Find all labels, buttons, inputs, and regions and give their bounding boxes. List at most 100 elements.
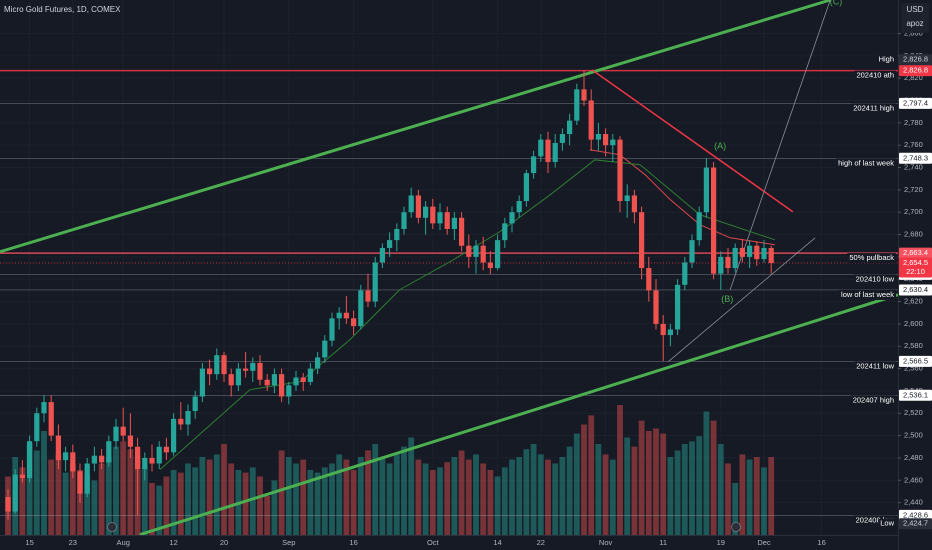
candle-body: [365, 290, 371, 302]
level-label: Low: [880, 519, 894, 528]
y-tick-label: 2,500: [904, 431, 923, 440]
volume-bar: [357, 457, 364, 535]
candle-body: [307, 368, 313, 382]
candle-body: [459, 217, 465, 246]
candle-body: [682, 262, 688, 285]
volume-bar: [595, 444, 602, 535]
volume-bar: [343, 459, 350, 535]
volume-bar: [753, 457, 760, 535]
volume-bar: [62, 472, 69, 535]
volume-bar: [523, 449, 530, 535]
price-box-label: 2,536.1: [903, 390, 928, 399]
volume-bar: [278, 450, 285, 535]
candle-body: [34, 413, 40, 442]
level-label: 202410 low: [856, 274, 895, 283]
level-label-bg: [853, 274, 896, 285]
volume-bar: [120, 441, 127, 535]
candle-body: [523, 173, 529, 202]
volume-bar: [631, 446, 638, 535]
volume-bar: [170, 470, 177, 535]
candle-body: [315, 357, 321, 369]
y-tick-label: 2,600: [904, 319, 923, 328]
volume-bar: [689, 441, 695, 535]
currency-box[interactable]: [901, 3, 929, 33]
volume-bar: [41, 431, 47, 535]
volume-bar: [307, 470, 314, 535]
x-tick-label: 22: [537, 538, 545, 547]
candle-body: [149, 457, 155, 464]
x-tick-label: Dec: [757, 538, 771, 547]
volume-bar: [163, 476, 170, 535]
volume-bar: [465, 459, 472, 535]
x-tick-label: 23: [69, 538, 77, 547]
volume-bar: [365, 450, 371, 535]
price-box-label: 2,748.3: [903, 153, 928, 162]
candle-body: [394, 228, 400, 241]
volume-bar: [127, 449, 134, 535]
volume-bar: [285, 457, 292, 535]
volume-bar: [653, 428, 659, 535]
candle-body: [221, 355, 227, 375]
x-tick-label: 12: [169, 538, 177, 547]
volume-bar: [422, 463, 429, 535]
chart-title: Micro Gold Futures, 1D, COMEX: [4, 5, 121, 14]
candle-body: [703, 167, 709, 213]
volume-bar: [559, 457, 566, 535]
candle-body: [430, 206, 436, 224]
candle-body: [574, 89, 580, 121]
currency[interactable]: USD: [907, 5, 924, 14]
trend-line: [139, 293, 898, 535]
candle-body: [473, 245, 479, 257]
x-tick-label: 14: [493, 538, 501, 547]
y-tick-label: 2,700: [904, 207, 923, 216]
candle-body: [358, 290, 364, 327]
candle-body: [171, 418, 177, 453]
candle-body: [451, 217, 457, 229]
volume-bar: [199, 457, 206, 535]
x-tick-label: Sep: [282, 538, 295, 547]
candle-body: [631, 195, 637, 213]
price-box-label: 2,797.4: [903, 98, 928, 107]
volume-bar: [638, 420, 645, 535]
candle-body: [401, 212, 407, 229]
volume-bar: [732, 483, 739, 535]
candle-body: [495, 240, 501, 269]
volume-bar: [206, 459, 213, 535]
candle-body: [185, 411, 191, 425]
candle-body: [257, 362, 263, 380]
candle-body: [48, 402, 54, 436]
volume-bar: [545, 459, 551, 535]
candle-body: [444, 212, 450, 229]
candle-body: [279, 374, 285, 397]
volume-bar: [228, 463, 235, 535]
user: apoz: [906, 19, 923, 28]
level-label-bg: [876, 54, 896, 65]
price-box: [899, 355, 932, 367]
x-tick-label: 11: [659, 538, 667, 547]
event-icon[interactable]: [107, 522, 117, 532]
candle-body: [156, 446, 162, 464]
volume-bar: [509, 459, 515, 535]
volume-bar: [372, 444, 379, 535]
candle-body: [689, 240, 695, 263]
candle-body: [322, 340, 328, 358]
candle-body: [178, 418, 184, 425]
level-label-bg: [851, 103, 896, 114]
volume-bar: [242, 472, 249, 535]
volume-bar: [55, 454, 62, 535]
volume-bar: [91, 480, 98, 535]
candle-body: [106, 441, 112, 463]
level-label: 202411 high: [853, 103, 894, 112]
volume-bar: [660, 433, 667, 535]
event-icon[interactable]: [731, 522, 741, 532]
candle-body: [545, 139, 551, 162]
price-box-label: 2,424.7: [903, 519, 928, 528]
candle-body: [603, 134, 609, 146]
price-box: [899, 509, 932, 521]
volume-bar: [487, 470, 494, 535]
candle-body: [243, 368, 249, 371]
y-tick-label: 2,780: [904, 118, 923, 127]
volume-bar: [393, 454, 400, 535]
candle-body: [466, 245, 472, 257]
